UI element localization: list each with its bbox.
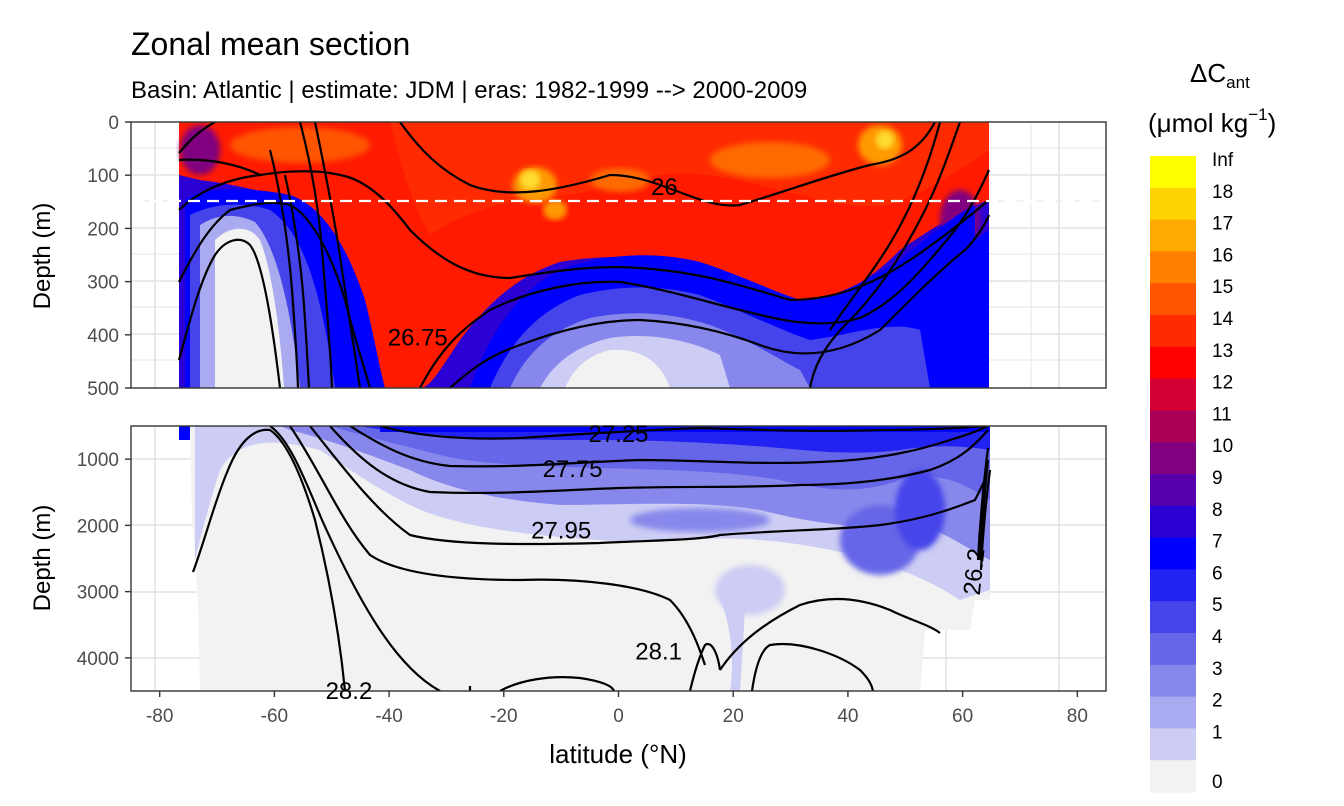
legend-label: 18 [1212,182,1233,203]
y-tick-label: 3000 [77,583,119,604]
x-axis-label: latitude (°N) [549,739,687,769]
legend-swatch [1150,378,1196,411]
contour-labels: 26 26.75 27.25 27.75 27.95 28.1 28.2 26.2 [326,174,991,705]
legend-swatch [1150,537,1196,570]
upper-panel-border [130,121,1107,389]
legend-swatch [1150,664,1196,698]
legend-swatch [1150,156,1196,189]
y-tick-label: 200 [87,219,119,240]
legend-label: 11 [1212,404,1232,425]
y-tick-label: 1000 [77,450,119,471]
y-tick-label: 4000 [77,649,119,670]
contour-label: 27.75 [543,456,603,483]
y-axis-label-upper: Depth (m) [29,203,56,310]
legend-unit-open: (μmol kg [1148,108,1248,138]
y-axis-label-lower: Depth (m) [29,505,56,612]
legend-swatch [1150,569,1196,602]
y-axis-lower: 1000 2000 3000 4000 [77,450,131,670]
legend-label: 16 [1212,245,1233,266]
legend-label: 14 [1212,309,1234,330]
legend-label: 4 [1212,627,1223,648]
legend-label: 15 [1212,277,1233,298]
upper-panel [130,121,1107,389]
legend-swatch [1150,728,1196,761]
y-tick-label: 400 [87,326,119,347]
legend-swatch [1150,410,1196,443]
y-axis-upper: 0 100 200 300 400 500 [87,113,131,400]
x-tick-label: 0 [613,706,624,727]
legend-swatch [1150,346,1196,380]
y-tick-label: 500 [87,379,119,400]
legend-swatch [1150,505,1196,539]
legend-swatch [1150,219,1196,252]
x-tick-label: -20 [490,706,517,727]
legend-label: 6 [1212,563,1223,584]
legend-swatch [1150,442,1196,475]
legend-label: 12 [1212,373,1233,394]
legend-swatch [1150,696,1196,729]
legend-label: 8 [1212,500,1223,521]
x-tick-label: 20 [723,706,744,727]
legend-label: 1 [1212,722,1223,743]
lower-anomaly-field [179,426,992,691]
chart-title: Zonal mean section [131,26,410,62]
legend: ΔCant (μmol kg−1) Inf1817161514131211109… [1148,58,1276,793]
x-tick-label: 80 [1067,706,1088,727]
legend-swatch [1150,187,1196,221]
x-tick-label: -60 [261,706,288,727]
legend-label: 7 [1212,532,1223,553]
legend-swatch [1150,601,1196,634]
chart-subtitle: Basin: Atlantic | estimate: JDM | eras: … [131,77,807,104]
x-tick-label: -80 [146,706,173,727]
x-axis: -80 -60 -40 -20 0 20 40 60 80 [146,691,1088,727]
contour-label: 26 [651,174,678,201]
lower-panel [130,425,1107,692]
legend-swatch [1150,474,1196,507]
legend-label: 9 [1212,468,1223,489]
contour-label: 28.2 [326,678,373,705]
lower-density-contours [191,426,992,691]
contour-label: 26.2 [959,547,991,596]
legend-label: 17 [1212,214,1233,235]
upper-density-contours [177,122,991,388]
contour-label: 28.1 [635,638,682,665]
legend-label: 3 [1212,659,1223,680]
legend-swatch [1150,251,1196,284]
legend-title-main: ΔC [1190,58,1226,88]
contour-label: 26.75 [388,324,448,351]
legend-label: 10 [1212,436,1233,457]
y-tick-label: 100 [87,166,119,187]
legend-label: 2 [1212,691,1223,712]
legend-swatch [1150,633,1196,666]
upper-anomaly-field [131,122,1106,388]
legend-swatch [1150,760,1196,793]
legend-unit: (μmol kg−1) [1148,105,1276,138]
legend-title-sub: ant [1226,73,1250,92]
legend-title: ΔCant [1190,58,1250,92]
x-tick-label: 40 [837,706,858,727]
legend-unit-close: ) [1268,108,1277,138]
legend-swatch [1150,283,1196,316]
legend-label: 0 [1212,772,1223,793]
legend-label: 5 [1212,595,1223,616]
x-tick-label: 60 [952,706,973,727]
legend-swatch [1150,315,1196,348]
x-tick-label: -40 [375,706,402,727]
y-tick-label: 0 [108,113,119,134]
legend-label: 13 [1212,341,1233,362]
legend-label: Inf [1212,150,1234,171]
y-tick-label: 300 [87,273,119,294]
legend-unit-exp: −1 [1248,105,1267,124]
contour-label: 27.25 [588,421,648,448]
contour-label: 27.95 [531,518,591,545]
y-tick-label: 2000 [77,516,119,537]
